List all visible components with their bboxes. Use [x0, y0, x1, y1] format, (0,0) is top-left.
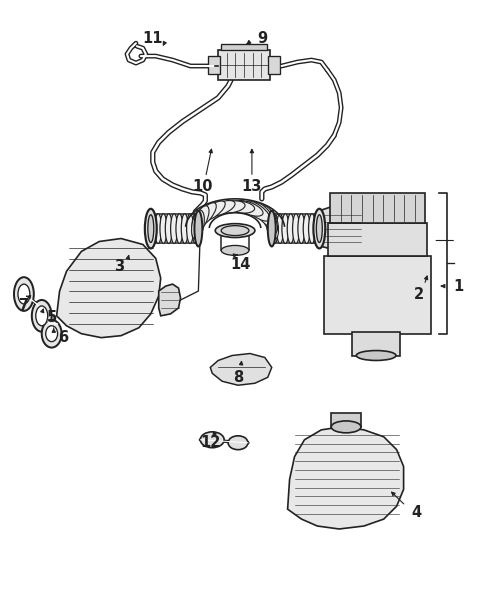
Text: 11: 11	[142, 31, 163, 46]
Bar	[218, 50, 270, 80]
Bar	[331, 413, 361, 427]
Text: 6: 6	[59, 330, 69, 345]
Ellipse shape	[215, 224, 255, 238]
Ellipse shape	[45, 326, 58, 342]
Ellipse shape	[228, 436, 248, 450]
Bar	[330, 193, 425, 223]
Ellipse shape	[314, 214, 321, 244]
Ellipse shape	[160, 214, 167, 244]
Polygon shape	[159, 284, 181, 316]
Ellipse shape	[317, 215, 322, 243]
Polygon shape	[319, 207, 367, 250]
Bar	[352, 332, 400, 355]
Ellipse shape	[192, 214, 199, 244]
Ellipse shape	[303, 214, 310, 244]
Ellipse shape	[215, 201, 245, 213]
Ellipse shape	[14, 277, 34, 311]
Ellipse shape	[356, 350, 396, 361]
Text: 14: 14	[230, 257, 250, 272]
Ellipse shape	[225, 201, 255, 213]
Ellipse shape	[221, 226, 249, 235]
Ellipse shape	[196, 203, 216, 227]
Ellipse shape	[32, 300, 52, 332]
Text: 12: 12	[200, 435, 221, 450]
Bar	[221, 44, 267, 50]
Text: 10: 10	[192, 179, 212, 194]
Ellipse shape	[207, 200, 235, 216]
Ellipse shape	[254, 203, 275, 227]
Ellipse shape	[298, 214, 305, 244]
Ellipse shape	[282, 214, 289, 244]
Polygon shape	[210, 353, 272, 385]
Ellipse shape	[200, 201, 225, 221]
Ellipse shape	[276, 214, 284, 244]
Text: 8: 8	[233, 370, 243, 385]
Ellipse shape	[195, 211, 202, 247]
Bar	[268, 56, 280, 74]
Ellipse shape	[266, 210, 279, 240]
Ellipse shape	[18, 284, 30, 304]
Text: 13: 13	[242, 179, 262, 194]
Ellipse shape	[308, 214, 316, 244]
Text: 5: 5	[46, 311, 57, 325]
Ellipse shape	[187, 214, 194, 244]
Ellipse shape	[42, 320, 61, 347]
Text: 7: 7	[19, 299, 29, 313]
Ellipse shape	[192, 210, 204, 240]
Text: 9: 9	[257, 31, 267, 46]
Polygon shape	[287, 427, 404, 529]
Text: 4: 4	[411, 505, 422, 520]
Ellipse shape	[182, 214, 188, 244]
Ellipse shape	[268, 211, 276, 247]
Bar	[324, 256, 431, 334]
Ellipse shape	[313, 209, 325, 249]
Ellipse shape	[245, 201, 270, 221]
Bar	[208, 56, 220, 74]
Ellipse shape	[171, 214, 178, 244]
Ellipse shape	[331, 421, 361, 433]
Ellipse shape	[200, 432, 224, 448]
Ellipse shape	[154, 214, 162, 244]
Ellipse shape	[235, 200, 263, 216]
Ellipse shape	[271, 214, 278, 244]
Ellipse shape	[145, 209, 157, 249]
Ellipse shape	[166, 214, 172, 244]
Ellipse shape	[261, 206, 277, 233]
Polygon shape	[57, 238, 161, 338]
Ellipse shape	[287, 214, 294, 244]
Text: 3: 3	[114, 259, 124, 274]
Ellipse shape	[149, 214, 156, 244]
Ellipse shape	[292, 214, 300, 244]
Ellipse shape	[36, 306, 48, 326]
Ellipse shape	[176, 214, 183, 244]
Text: 1: 1	[453, 278, 463, 294]
Ellipse shape	[221, 246, 249, 255]
Text: 2: 2	[413, 287, 424, 302]
Bar	[328, 223, 427, 256]
Ellipse shape	[148, 215, 154, 243]
Ellipse shape	[193, 206, 209, 233]
